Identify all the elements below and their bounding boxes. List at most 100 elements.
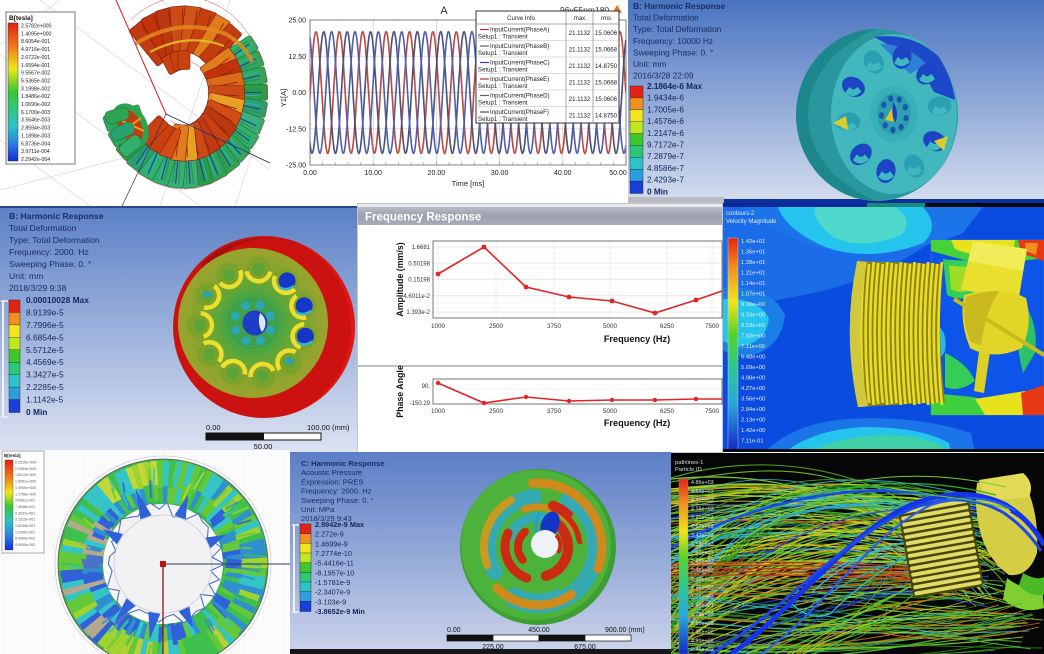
svg-text:4.16e+03: 4.16e+03	[691, 506, 714, 512]
svg-text:1.4699e-9: 1.4699e-9	[315, 539, 348, 548]
svg-text:contours-2: contours-2	[726, 211, 755, 217]
svg-text:2.69e+03: 2.69e+03	[691, 559, 714, 565]
svg-text:2.5782e+000: 2.5782e+000	[21, 24, 52, 30]
svg-text:0.50198: 0.50198	[408, 261, 430, 267]
svg-text:B[tesla]: B[tesla]	[4, 453, 21, 458]
svg-text:1.8486e-002: 1.8486e-002	[21, 94, 50, 100]
svg-text:15.0606: 15.0606	[595, 30, 618, 37]
svg-text:Curve Info: Curve Info	[507, 16, 535, 22]
svg-text:C: Harmonic Response: C: Harmonic Response	[301, 459, 385, 468]
svg-text:675.00: 675.00	[574, 644, 596, 651]
svg-text:2.2285e-5: 2.2285e-5	[26, 382, 64, 392]
svg-text:-25.00: -25.00	[286, 163, 306, 170]
svg-text:8.9139e-5: 8.9139e-5	[26, 307, 64, 317]
svg-text:6.8736e-004: 6.8736e-004	[21, 141, 50, 147]
svg-text:Frequency: 10000 Hz: Frequency: 10000 Hz	[633, 36, 713, 46]
svg-text:2.272e-9: 2.272e-9	[315, 530, 344, 539]
svg-text:450.00: 450.00	[528, 627, 550, 634]
svg-text:Y1[A]: Y1[A]	[279, 89, 288, 107]
svg-text:1.6594e-001: 1.6594e-001	[21, 63, 50, 69]
svg-text:4.91e+02: 4.91e+02	[691, 638, 714, 644]
svg-text:1000: 1000	[431, 408, 446, 415]
svg-text:B: Harmonic Response: B: Harmonic Response	[9, 211, 104, 221]
svg-text:7.2879e-7: 7.2879e-7	[647, 152, 684, 161]
svg-text:Type: Total Deformation: Type: Total Deformation	[633, 24, 722, 34]
svg-text:8.53e+00: 8.53e+00	[741, 323, 765, 329]
svg-text:1.1898e-003: 1.1898e-003	[21, 133, 50, 139]
svg-text:4.98e+00: 4.98e+00	[741, 376, 765, 382]
svg-text:0.00: 0.00	[447, 627, 461, 634]
svg-text:21.1132: 21.1132	[569, 80, 591, 87]
svg-text:1.6061e+000: 1.6061e+000	[15, 480, 36, 484]
svg-text:15.0606: 15.0606	[595, 96, 618, 103]
svg-text:Frequency: 2000. Hz: Frequency: 2000. Hz	[301, 487, 372, 496]
svg-text:InputCurrent(PhaseF): InputCurrent(PhaseF)	[490, 109, 549, 116]
svg-text:30.00: 30.00	[491, 170, 509, 177]
svg-text:max: max	[574, 16, 585, 22]
svg-text:6.40e+00: 6.40e+00	[741, 355, 765, 361]
svg-text:7.11e+00: 7.11e+00	[741, 344, 765, 350]
svg-text:Frequency (Hz): Frequency (Hz)	[604, 334, 670, 344]
svg-text:1.8239e-001: 1.8239e-001	[15, 524, 35, 528]
svg-text:8.0000e-002: 8.0000e-002	[15, 537, 35, 541]
svg-text:21.1132: 21.1132	[569, 30, 591, 37]
svg-text:40.00: 40.00	[554, 170, 572, 177]
svg-text:1.393e-2: 1.393e-2	[406, 310, 430, 316]
svg-text:Setup1 : Transient: Setup1 : Transient	[478, 116, 528, 123]
svg-text:1.4095e+000: 1.4095e+000	[21, 31, 52, 37]
svg-text:50.00: 50.00	[609, 170, 627, 177]
svg-text:9.7172e-7: 9.7172e-7	[647, 141, 684, 150]
svg-text:1.42e+00: 1.42e+00	[741, 428, 765, 434]
svg-text:InputCurrent(PhaseC): InputCurrent(PhaseC)	[490, 60, 550, 67]
svg-text:0 Min: 0 Min	[26, 407, 47, 417]
svg-text:Sweeping Phase: 0. °: Sweeping Phase: 0. °	[9, 259, 91, 269]
svg-text:7.11e-01: 7.11e-01	[741, 439, 763, 445]
svg-text:B[tesla]: B[tesla]	[9, 15, 33, 22]
svg-text:Unit: MPa: Unit: MPa	[301, 505, 335, 514]
svg-text:7.7996e-5: 7.7996e-5	[26, 320, 64, 330]
svg-text:-3.103e-9: -3.103e-9	[315, 597, 346, 606]
svg-text:1.4576e-6: 1.4576e-6	[647, 117, 684, 126]
svg-text:-8.1957e-10: -8.1957e-10	[315, 568, 354, 577]
svg-text:21.1132: 21.1132	[569, 113, 591, 120]
svg-text:9.24e+00: 9.24e+00	[741, 313, 765, 319]
svg-text:1.47e+03: 1.47e+03	[691, 603, 714, 609]
svg-text:Frequency Response: Frequency Response	[365, 212, 481, 224]
svg-text:Sweeping Phase: 0. °: Sweeping Phase: 0. °	[301, 496, 374, 505]
svg-text:2.13e+00: 2.13e+00	[741, 418, 765, 424]
svg-text:1.21e+01: 1.21e+01	[741, 271, 765, 277]
svg-text:3750: 3750	[547, 323, 562, 330]
svg-text:Unit: mm: Unit: mm	[9, 271, 43, 281]
svg-text:4.64e+03: 4.64e+03	[691, 489, 714, 495]
svg-text:-1.5781e-9: -1.5781e-9	[315, 578, 350, 587]
svg-text:12.50: 12.50	[288, 54, 306, 61]
svg-text:900.00 (mm): 900.00 (mm)	[605, 627, 645, 634]
svg-text:9.96e+00: 9.96e+00	[741, 302, 765, 308]
svg-text:9.6061e-001: 9.6061e-001	[15, 499, 35, 503]
svg-text:0.00010028 Max: 0.00010028 Max	[26, 295, 89, 305]
svg-text:1.14e+01: 1.14e+01	[741, 281, 765, 287]
svg-text:-12.50: -12.50	[286, 126, 306, 133]
svg-text:3.3427e-5: 3.3427e-5	[26, 370, 64, 380]
svg-text:14.8750: 14.8750	[595, 63, 618, 70]
svg-text:1.8212e+000: 1.8212e+000	[15, 473, 36, 477]
svg-text:InputCurrent(PhaseA): InputCurrent(PhaseA)	[490, 27, 549, 34]
svg-text:Particle ID: Particle ID	[675, 467, 702, 473]
svg-text:3.18e+03: 3.18e+03	[691, 542, 714, 548]
svg-text:4.9716e-001: 4.9716e-001	[21, 47, 50, 53]
svg-text:5000: 5000	[603, 408, 618, 415]
svg-text:Unit: mm: Unit: mm	[633, 59, 667, 69]
svg-text:0.00: 0.00	[292, 90, 306, 97]
svg-text:InputCurrent(PhaseE): InputCurrent(PhaseE)	[490, 76, 549, 83]
svg-text:1.07e+01: 1.07e+01	[741, 292, 765, 298]
svg-text:6.6854e-5: 6.6854e-5	[26, 332, 64, 342]
svg-text:7.4546e-001: 7.4546e-001	[15, 505, 35, 509]
svg-text:25.00: 25.00	[288, 18, 306, 25]
svg-text:-3.8652e-9 Min: -3.8652e-9 Min	[315, 607, 365, 616]
svg-text:1.2000e-001: 1.2000e-001	[15, 530, 35, 534]
svg-text:6.1700e-003: 6.1700e-003	[21, 110, 50, 116]
svg-text:1.0690e-002: 1.0690e-002	[21, 102, 50, 108]
svg-text:4.27e+00: 4.27e+00	[741, 386, 765, 392]
svg-text:Setup1 : Transient: Setup1 : Transient	[478, 50, 528, 57]
svg-text:-5.4416e-11: -5.4416e-11	[315, 559, 354, 568]
